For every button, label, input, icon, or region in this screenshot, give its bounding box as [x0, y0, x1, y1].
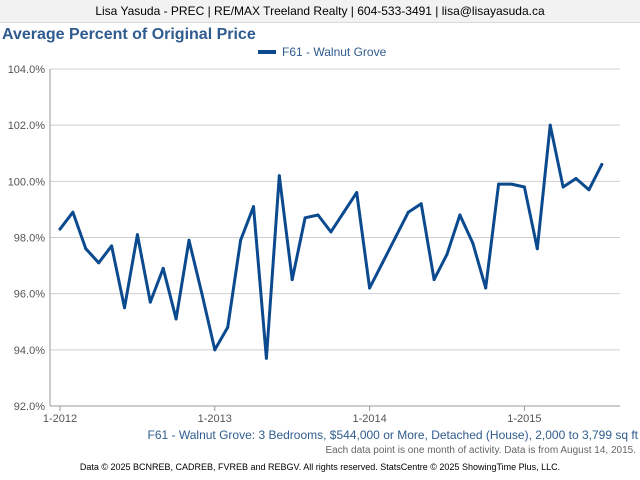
data-point	[432, 278, 436, 282]
y-tick-label: 98.0%	[14, 233, 45, 245]
legend-label: F61 - Walnut Grove	[282, 45, 387, 59]
data-point	[561, 185, 565, 189]
data-point	[264, 356, 268, 360]
y-tick-label: 96.0%	[14, 289, 45, 301]
data-point	[522, 185, 526, 189]
data-point	[84, 247, 88, 251]
data-point	[497, 182, 501, 186]
data-point	[587, 188, 591, 192]
data-point	[226, 325, 230, 329]
data-point	[445, 252, 449, 256]
data-point	[329, 230, 333, 234]
chart-caption: F61 - Walnut Grove: 3 Bedrooms, $544,000…	[147, 428, 638, 442]
data-point	[239, 238, 243, 242]
data-point	[393, 236, 397, 239]
data-point	[200, 292, 204, 296]
data-point	[174, 317, 178, 321]
data-point	[510, 182, 513, 186]
data-point	[303, 216, 307, 220]
x-tick-label: 1-2014	[352, 413, 386, 425]
data-point	[548, 123, 552, 127]
data-point	[161, 266, 165, 270]
data-point	[574, 177, 578, 181]
data-point	[123, 306, 126, 310]
data-point	[535, 247, 539, 251]
y-tick-label: 102.0%	[8, 120, 46, 132]
data-point	[290, 278, 294, 282]
data-point	[252, 205, 255, 209]
series-line-walnut-grove	[58, 123, 604, 360]
data-point	[97, 261, 101, 265]
data-note: Each data point is one month of activity…	[325, 445, 636, 456]
x-tick-label: 1-2013	[198, 413, 232, 425]
y-tick-label: 104.0%	[8, 64, 46, 76]
data-point	[368, 286, 372, 290]
y-tick-label: 100.0%	[8, 176, 46, 188]
data-point	[381, 261, 384, 265]
header-text: Lisa Yasuda - PREC | RE/MAX Treeland Rea…	[95, 4, 545, 18]
data-point	[58, 227, 62, 231]
header-bar: Lisa Yasuda - PREC | RE/MAX Treeland Rea…	[0, 0, 640, 23]
data-point	[484, 286, 488, 290]
x-tick-label: 1-2012	[43, 413, 77, 425]
data-point	[71, 210, 75, 214]
data-point	[277, 174, 281, 178]
data-point	[355, 191, 359, 195]
y-tick-label: 94.0%	[14, 345, 45, 357]
data-point	[135, 233, 139, 237]
data-point	[406, 210, 410, 214]
data-point	[471, 241, 475, 245]
data-point	[600, 162, 604, 166]
data-point	[110, 244, 114, 248]
y-tick-label: 92.0%	[14, 401, 45, 413]
copyright-footer: Data © 2025 BCNREB, CADREB, FVREB and RE…	[79, 462, 561, 472]
chart-title: Average Percent of Original Price	[2, 26, 256, 43]
x-tick-label: 1-2015	[507, 413, 541, 425]
data-point	[187, 238, 191, 242]
data-point	[213, 348, 217, 352]
data-point	[419, 202, 423, 206]
data-point	[316, 213, 320, 217]
data-point	[458, 213, 462, 217]
data-point	[342, 210, 346, 214]
legend-swatch	[258, 50, 276, 54]
data-point	[148, 300, 152, 304]
legend: F61 - Walnut Grove	[258, 45, 386, 59]
